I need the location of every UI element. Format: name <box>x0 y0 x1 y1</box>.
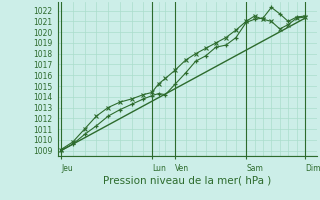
X-axis label: Pression niveau de la mer( hPa ): Pression niveau de la mer( hPa ) <box>103 175 271 185</box>
